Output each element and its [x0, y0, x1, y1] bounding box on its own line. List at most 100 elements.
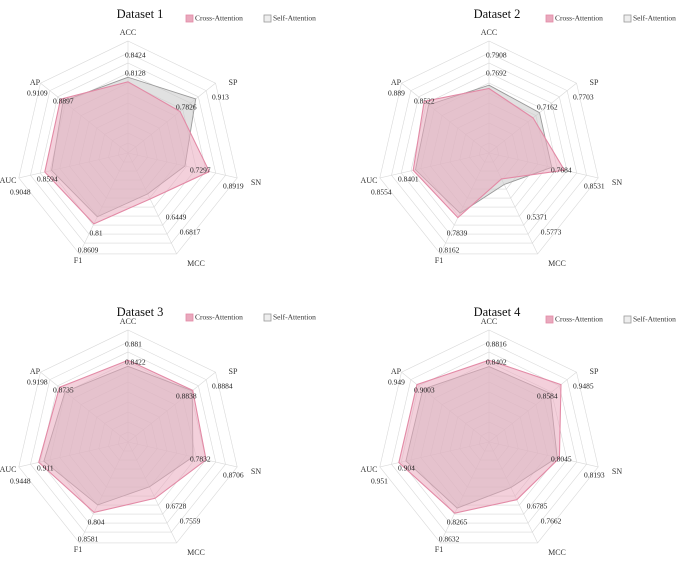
value-label-inner: 0.6785 [527, 502, 548, 511]
value-label-inner: 0.6728 [166, 502, 187, 511]
value-label-inner: 0.6449 [166, 213, 187, 222]
legend-swatch-cross [545, 315, 554, 324]
legend-label-self: Self-Attention [273, 313, 316, 322]
value-label-outer: 0.8531 [584, 182, 605, 191]
axis-label-sp: SP [590, 78, 599, 87]
axis-label-mcc: MCC [187, 259, 205, 268]
value-label-inner: 0.8522 [414, 97, 435, 106]
legend-swatch-self [263, 313, 272, 322]
axis-label-f1: F1 [74, 545, 82, 554]
legend-label-cross: Cross-Attention [195, 313, 243, 322]
axis-label-sn: SN [251, 467, 261, 476]
axis-label-f1: F1 [435, 256, 443, 265]
grid-frame [379, 329, 599, 544]
axis-label-acc: ACC [481, 28, 497, 37]
legend: Cross-Attention Self-Attention [185, 313, 316, 322]
value-label-outer: 0.8632 [439, 535, 460, 544]
legend-label-self: Self-Attention [273, 14, 316, 23]
value-label-outer: 0.9109 [27, 89, 48, 98]
grid-frame [18, 329, 238, 544]
chart-title: Dataset 1 [117, 7, 164, 21]
value-label-inner: 0.8584 [537, 392, 558, 401]
grid-ring [391, 52, 587, 244]
grid-ring [30, 52, 226, 244]
axis-label-ap: AP [391, 78, 402, 87]
grid-frame [379, 40, 599, 255]
legend-label-self: Self-Attention [633, 315, 676, 324]
value-label-outer: 0.7908 [486, 51, 507, 60]
axis-label-sn: SN [612, 178, 622, 187]
value-label-outer: 0.913 [212, 93, 229, 102]
axis-label-sp: SP [229, 367, 238, 376]
cross-attention-area [38, 359, 207, 514]
value-label-outer: 0.5773 [541, 228, 562, 237]
axis-label-auc: AUC [361, 176, 378, 185]
value-label-inner: 0.7839 [447, 229, 468, 238]
value-label-inner: 0.9003 [414, 386, 435, 395]
value-label-inner: 0.8128 [125, 69, 146, 78]
axis-label-auc: AUC [361, 465, 378, 474]
radar-panel-2: Dataset 2 ACC SP SN MCC F1 AUC AP 0.7908 0.7692 0.… [361, 7, 677, 268]
legend-swatch-self [623, 14, 632, 23]
axis-label-ap: AP [30, 78, 41, 87]
grid-ring [30, 341, 226, 533]
axis-label-sp: SP [590, 367, 599, 376]
legend-label-cross: Cross-Attention [555, 315, 603, 324]
value-label-inner: 0.7832 [190, 455, 211, 464]
value-label-inner: 0.7162 [537, 103, 558, 112]
legend: Cross-Attention Self-Attention [185, 14, 316, 23]
value-label-inner: 0.8735 [53, 386, 74, 395]
grid-ring [391, 341, 587, 533]
legend-label-self: Self-Attention [633, 14, 676, 23]
axis-label-sn: SN [251, 178, 261, 187]
chart-title: Dataset 3 [117, 305, 164, 319]
legend-swatch-self [263, 14, 272, 23]
axis-label-f1: F1 [435, 545, 443, 554]
grid-ring [39, 351, 217, 524]
value-label-inner: 0.8045 [551, 455, 572, 464]
grid-ring [400, 62, 578, 235]
legend-label-cross: Cross-Attention [555, 14, 603, 23]
value-label-outer: 0.951 [371, 477, 388, 486]
value-label-outer: 0.6817 [180, 228, 201, 237]
value-label-outer: 0.8424 [125, 51, 146, 60]
axis-label-auc: AUC [0, 465, 16, 474]
value-label-inner: 0.7692 [486, 69, 507, 78]
axis-label-sn: SN [612, 467, 622, 476]
value-label-inner: 0.81 [89, 229, 102, 238]
value-label-outer: 0.8816 [486, 340, 507, 349]
value-label-inner: 0.7826 [176, 103, 197, 112]
value-label-outer: 0.8706 [223, 471, 244, 480]
legend-swatch-cross [545, 14, 554, 23]
value-label-outer: 0.7703 [573, 93, 594, 102]
legend-swatch-cross [185, 313, 194, 322]
axis-label-auc: AUC [0, 176, 16, 185]
value-label-inner: 0.8838 [176, 392, 197, 401]
legend-label-cross: Cross-Attention [195, 14, 243, 23]
grid-frame [18, 40, 238, 255]
value-label-inner: 0.911 [37, 464, 54, 473]
chart-title: Dataset 2 [474, 7, 521, 21]
value-label-inner: 0.8897 [53, 97, 74, 106]
radar-panel-1: Dataset 1 ACC SP SN MCC F1 AUC AP 0.8424 0.8128 0.… [0, 7, 316, 268]
value-label-inner: 0.8422 [125, 358, 146, 367]
value-label-outer: 0.9048 [10, 188, 31, 197]
legend: Cross-Attention Self-Attention [545, 315, 676, 324]
value-label-inner: 0.8402 [486, 358, 507, 367]
value-label-outer: 0.9198 [27, 378, 48, 387]
value-label-inner: 0.7297 [190, 166, 211, 175]
legend: Cross-Attention Self-Attention [545, 14, 676, 23]
value-label-outer: 0.8554 [371, 188, 392, 197]
value-label-outer: 0.8162 [439, 246, 460, 255]
value-label-outer: 0.9448 [10, 477, 31, 486]
value-label-outer: 0.8581 [78, 535, 99, 544]
axis-label-ap: AP [391, 367, 402, 376]
axis-label-mcc: MCC [548, 259, 566, 268]
value-label-outer: 0.7559 [180, 517, 201, 526]
cross-attention-area [44, 81, 211, 225]
value-label-inner: 0.8401 [398, 175, 419, 184]
value-label-outer: 0.889 [388, 89, 405, 98]
cross-attention-area [412, 87, 566, 219]
